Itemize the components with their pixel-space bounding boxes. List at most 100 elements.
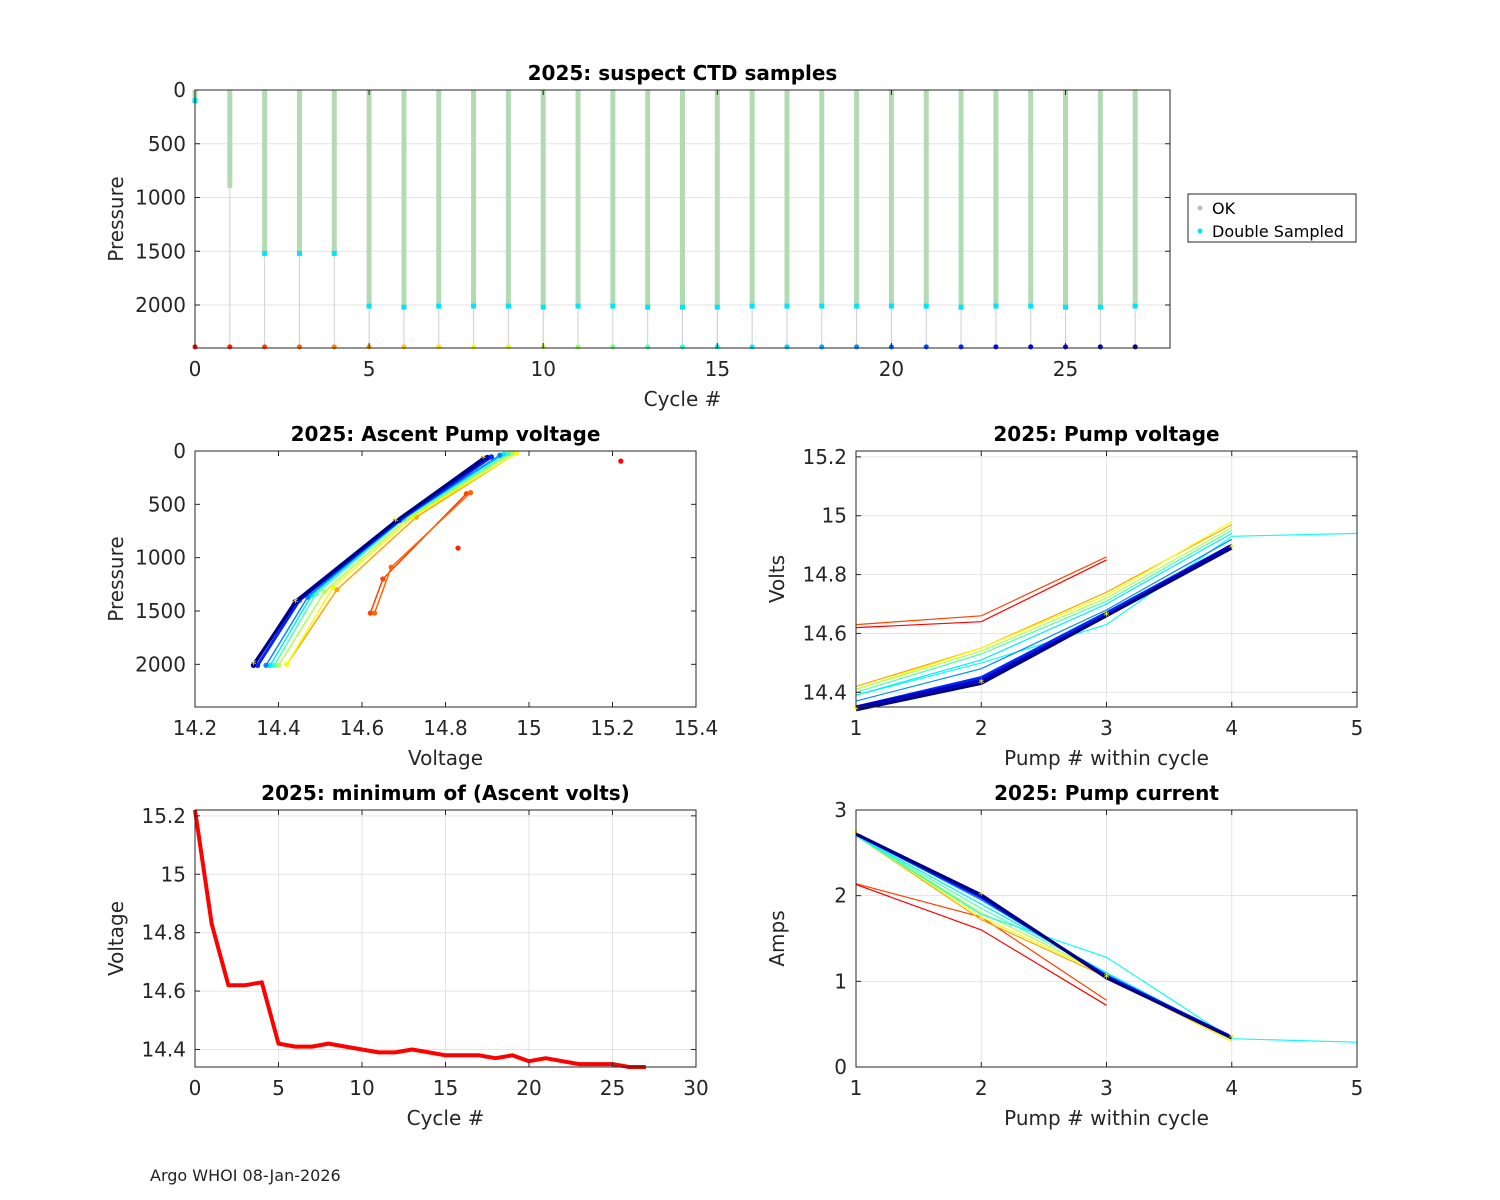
x-tick-label: 15 [516, 716, 541, 740]
double-sampled-point [819, 303, 825, 309]
ascent-line-cycle-27 [252, 457, 484, 666]
ascent-point [488, 454, 495, 460]
ascent-point [388, 564, 394, 570]
ascent-point [480, 455, 486, 462]
cycle-marker [958, 344, 964, 350]
legend-marker [1197, 205, 1203, 211]
x-tick-label: 15.2 [590, 716, 635, 740]
ascent-point [455, 545, 461, 551]
x-tick-label: 5 [1351, 1076, 1364, 1100]
x-tick-label: 5 [1351, 716, 1364, 740]
x-tick-label: 14.2 [173, 716, 218, 740]
y-tick-label: 1500 [135, 239, 186, 263]
legend: OK Double Sampled [1187, 193, 1357, 243]
x-tick-label: 30 [683, 1076, 708, 1100]
plot-area: **** [250, 450, 624, 671]
y-axis-label: Amps [765, 910, 789, 966]
x-tick-label: 20 [879, 357, 904, 381]
cycle-marker [784, 344, 790, 350]
plot-area: **** [853, 827, 1358, 1045]
y-tick-label: 15 [822, 504, 847, 528]
ascent-point [275, 662, 282, 669]
pumpv-star: * [1229, 541, 1235, 555]
double-sampled-point [1028, 303, 1034, 309]
x-tick-label: 0 [189, 1076, 202, 1100]
cycle-marker [227, 344, 233, 350]
x-axis-label: Pump # within cycle [1004, 746, 1209, 770]
x-tick-label: 15 [433, 1076, 458, 1100]
x-tick-label: 10 [530, 357, 555, 381]
y-tick-label: 0 [173, 78, 186, 102]
double-sampled-point [1132, 303, 1138, 309]
cycle-marker [610, 344, 616, 350]
x-axis-label: Voltage [408, 746, 483, 770]
legend-label: OK [1212, 199, 1236, 218]
double-sampled-point [262, 250, 268, 256]
x-tick-label: 5 [363, 357, 376, 381]
x-tick-label: 0 [189, 357, 202, 381]
cycle-marker [645, 344, 651, 350]
double-sampled-point [749, 303, 755, 309]
y-tick-label: 2 [834, 884, 847, 908]
double-sampled-point [680, 304, 685, 310]
cycle-marker [575, 344, 581, 350]
double-sampled-point [436, 303, 442, 309]
cycle-marker [471, 344, 477, 350]
double-sampled-point [958, 304, 964, 310]
ascent-point [267, 662, 273, 669]
ascent-point [263, 662, 269, 669]
x-tick-label: 15.4 [674, 716, 719, 740]
x-tick-label: 5 [272, 1076, 285, 1100]
x-axis-label: Cycle # [644, 387, 722, 411]
y-tick-label: 15 [161, 862, 186, 886]
x-tick-label: 3 [1100, 716, 1113, 740]
chart-title: 2025: Ascent Pump voltage [291, 422, 601, 446]
x-tick-label: 2 [975, 716, 988, 740]
double-sampled-point [471, 303, 477, 309]
ascent-point [497, 452, 503, 458]
double-sampled-point [1097, 304, 1103, 310]
y-tick-label: 1000 [135, 186, 186, 210]
ascent-point [380, 576, 386, 582]
pumpv-line-cycle-0 [855, 559, 1107, 629]
pumpv-line-cycle-10 [855, 526, 1233, 690]
ascent-point [509, 450, 515, 456]
x-axis-label: Pump # within cycle [1004, 1106, 1209, 1130]
double-sampled-point [1063, 304, 1069, 310]
chart-title: 2025: suspect CTD samples [528, 61, 838, 85]
x-tick-label: 25 [600, 1076, 625, 1100]
double-sampled-point [366, 303, 372, 309]
ascent-point [371, 610, 378, 616]
x-tick-label: 2 [975, 1076, 988, 1100]
legend-label: Double Sampled [1212, 222, 1344, 241]
ascent-point [292, 599, 298, 606]
ascent-star: * [292, 595, 298, 609]
double-sampled-point [784, 303, 790, 309]
y-tick-label: 1 [834, 969, 847, 993]
ascent-line-cycle-8 [286, 452, 517, 665]
pumpv-star: * [853, 703, 859, 717]
chart-title: 2025: minimum of (Ascent volts) [261, 781, 630, 805]
y-axis-label: Volts [765, 555, 789, 603]
cycle-marker [1028, 344, 1034, 350]
cycle-marker [262, 344, 268, 350]
y-tick-label: 0 [834, 1055, 847, 1079]
y-tick-label: 14.8 [141, 921, 186, 945]
y-axis-label: Pressure [104, 176, 128, 261]
pumpv-line-cycle-8 [855, 521, 1233, 690]
ascent-point [321, 589, 328, 595]
cycle-marker [749, 344, 755, 350]
ascent-point [484, 454, 490, 460]
x-tick-label: 15 [705, 357, 730, 381]
x-tick-label: 20 [516, 1076, 541, 1100]
ascent-star: * [480, 451, 486, 465]
plot-area [193, 809, 646, 1069]
x-axis-label: Cycle # [407, 1106, 485, 1130]
ascent-point [392, 518, 398, 525]
pumpc-line-cycle-15 [855, 835, 1358, 1043]
cycle-marker [505, 344, 511, 350]
y-tick-label: 1500 [135, 599, 186, 623]
cycle-marker [854, 344, 860, 350]
ascent-point [618, 458, 624, 464]
